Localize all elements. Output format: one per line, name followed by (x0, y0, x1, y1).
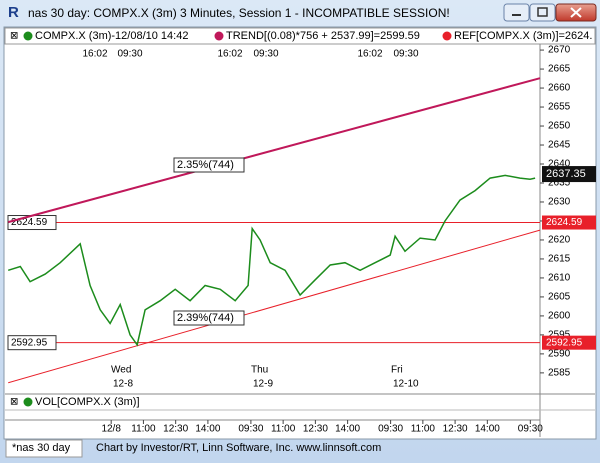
legend-item[interactable]: TREND[(0.08)*756 + 2537.99]=2599.59 (226, 30, 420, 42)
window-buttons (503, 3, 597, 22)
tab[interactable] (5, 439, 83, 458)
axis-price-label: 2624.59 (546, 217, 583, 228)
x-tick-label: 12/8 (101, 424, 121, 435)
y-tick-label: 2665 (548, 64, 571, 75)
y-tick-label: 2615 (548, 254, 571, 265)
x-tick-label: 14:00 (195, 424, 220, 435)
legend-item[interactable]: REF[COMPX.X (3m)]=2624. (454, 30, 592, 42)
price-box-label: 2624.59 (11, 217, 48, 228)
pane-toggle[interactable]: ⊠ (10, 397, 18, 408)
y-tick-label: 2590 (548, 349, 571, 360)
day-label: Wed (111, 365, 131, 376)
price-line (7, 174, 536, 347)
legend-toggle[interactable]: ⊠ (10, 31, 18, 42)
axis-price-label: 2592.95 (546, 337, 583, 348)
x-tick-label: 12:30 (443, 424, 468, 435)
y-tick-label: 2585 (548, 368, 571, 379)
tab-label[interactable]: *nas 30 day (12, 442, 71, 454)
y-tick-label: 2635 (548, 178, 571, 189)
legend-icon (442, 31, 452, 41)
day-label: 12-10 (393, 379, 419, 390)
app-icon: R (8, 4, 19, 21)
y-tick-label: 2605 (548, 292, 571, 303)
minimize-button[interactable] (503, 3, 530, 22)
legend-icon (23, 31, 33, 41)
y-tick-label: 2595 (548, 330, 571, 341)
x-tick-label: 11:00 (411, 424, 436, 435)
x-tick-label: 12:30 (303, 424, 328, 435)
day-label: Fri (391, 365, 403, 376)
last-price-box (542, 166, 596, 183)
top-time-label: 16:02 (82, 49, 107, 60)
y-tick-label: 2660 (548, 83, 571, 94)
top-time-label: 16:02 (217, 49, 242, 60)
x-tick-label: 11:00 (271, 424, 296, 435)
day-label: 12-8 (113, 379, 133, 390)
annotation: 2.39%(744) (177, 312, 234, 324)
annotation-box (173, 310, 245, 326)
x-tick-label: 09:30 (518, 424, 543, 435)
top-time-label: 09:30 (393, 49, 418, 60)
y-tick-label: 2655 (548, 102, 571, 113)
price-box-label: 2592.95 (11, 337, 48, 348)
x-tick-label: 09:30 (238, 424, 263, 435)
day-label: Thu (251, 365, 268, 376)
x-tick-label: 09:30 (378, 424, 403, 435)
footer: Chart by Investor/RT, Linn Software, Inc… (96, 442, 381, 454)
price-box (7, 335, 57, 351)
y-tick-label: 2645 (548, 140, 571, 151)
x-tick-label: 14:00 (335, 424, 360, 435)
y-tick-label: 2630 (548, 197, 571, 208)
maximize-button[interactable] (529, 3, 556, 22)
y-tick-label: 2610 (548, 273, 571, 284)
top-time-label: 16:02 (357, 49, 382, 60)
y-tick-label: 2600 (548, 311, 571, 322)
legend-item[interactable]: COMPX.X (3m)-12/08/10 14:42 (35, 30, 188, 42)
annotation: 2.35%(744) (177, 159, 234, 171)
volume-legend[interactable]: VOL[COMPX.X (3m)] (35, 396, 140, 408)
maximize-icon (537, 7, 548, 17)
y-tick-label: 2620 (548, 235, 571, 246)
trend-line (8, 229, 541, 384)
y-tick-label: 2670 (548, 45, 571, 56)
x-tick-label: 14:00 (475, 424, 500, 435)
y-tick-label: 2650 (548, 121, 571, 132)
axis-price-box (542, 215, 596, 230)
last-price-label: 2637.35 (546, 168, 586, 180)
legend-icon (214, 31, 224, 41)
annotation-box (173, 157, 245, 173)
top-time-label: 09:30 (117, 49, 142, 60)
trend-line (7, 77, 541, 224)
close-icon (570, 7, 582, 18)
window-title: nas 30 day: COMPX.X (3m) 3 Minutes, Sess… (28, 6, 450, 20)
y-tick-label: 2640 (548, 159, 571, 170)
x-tick-label: 11:00 (131, 424, 156, 435)
chart-window (3, 26, 597, 440)
legend-icon (23, 397, 33, 407)
x-tick-label: 12:30 (163, 424, 188, 435)
top-time-label: 09:30 (253, 49, 278, 60)
axis-price-box (542, 335, 596, 350)
day-label: 12-9 (253, 379, 273, 390)
